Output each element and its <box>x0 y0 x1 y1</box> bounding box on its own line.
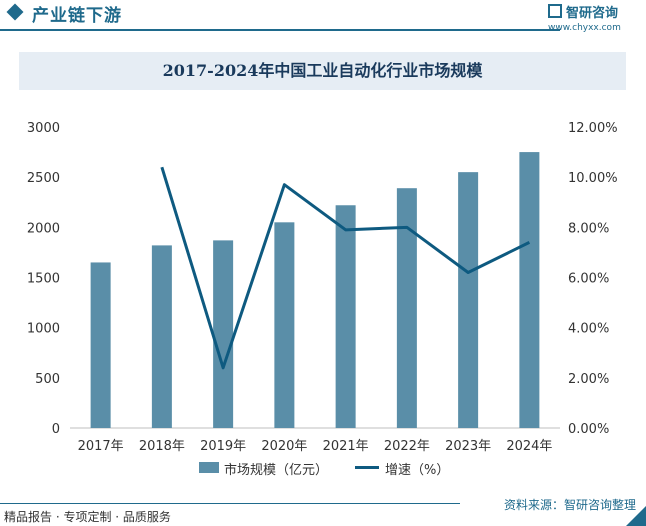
brand-logo-icon <box>548 4 562 18</box>
corner-decoration <box>626 506 646 526</box>
data-source: 资料来源：智研咨询整理 <box>503 498 636 512</box>
brand-url: www.chyxx.com <box>548 23 621 33</box>
y-left-tick-label: 3000 <box>27 121 60 136</box>
y-right-tick-label: 0.00% <box>568 422 609 437</box>
y-right-tick-label: 6.00% <box>568 272 609 287</box>
chart-title-box: 2017-2024年中国工业自动化行业市场规模 <box>19 52 626 90</box>
bar <box>519 152 540 429</box>
y-left-tick-label: 2500 <box>27 171 60 186</box>
bar <box>335 205 356 428</box>
brand-name: 智研咨询 <box>566 6 619 21</box>
bar <box>396 188 417 428</box>
legend-line-label: 增速（%） <box>385 463 450 478</box>
chart-legend: 市场规模（亿元） 增速（%） <box>0 458 646 478</box>
x-tick-label: 2017年 <box>78 439 124 454</box>
x-tick-label: 2024年 <box>506 439 552 454</box>
x-tick-label: 2020年 <box>261 439 307 454</box>
header-divider <box>0 29 560 31</box>
bar <box>151 245 172 428</box>
y-right-tick-label: 8.00% <box>568 221 609 236</box>
y-right-tick-label: 2.00% <box>568 372 609 387</box>
section-title: 产业链下游 <box>32 6 122 26</box>
y-left-tick-label: 1000 <box>27 322 60 337</box>
legend-bar-label: 市场规模（亿元） <box>224 463 329 478</box>
footer-tagline: 精品报告 · 专项定制 · 品质服务 <box>4 510 171 524</box>
y-left-tick-label: 2000 <box>27 221 60 236</box>
y-left-tick-label: 500 <box>35 372 60 387</box>
bar <box>90 262 111 428</box>
y-right-tick-label: 4.00% <box>568 322 609 337</box>
x-tick-label: 2018年 <box>139 439 185 454</box>
bar <box>213 240 234 428</box>
legend-bar-swatch <box>199 462 219 473</box>
y-right-tick-label: 12.00% <box>568 121 618 136</box>
x-tick-label: 2023年 <box>445 439 491 454</box>
y-left-tick-label: 0 <box>52 422 60 437</box>
bar <box>274 222 295 428</box>
footer-divider <box>0 503 460 504</box>
bar <box>458 172 479 428</box>
legend-line-swatch <box>355 466 379 469</box>
x-tick-label: 2021年 <box>323 439 369 454</box>
y-right-tick-label: 10.00% <box>568 171 618 186</box>
x-tick-label: 2019年 <box>200 439 246 454</box>
brand: 智研咨询 www.chyxx.com <box>548 2 638 34</box>
page-header: 产业链下游 智研咨询 www.chyxx.com <box>0 0 646 34</box>
x-tick-label: 2022年 <box>384 439 430 454</box>
y-left-tick-label: 1500 <box>27 272 60 287</box>
chart-title: 2017-2024年中国工业自动化行业市场规模 <box>162 61 483 80</box>
